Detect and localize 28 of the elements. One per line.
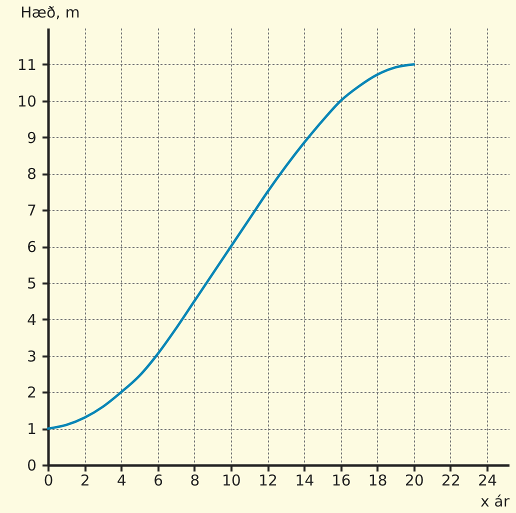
x-tick-label: 8 <box>190 472 200 490</box>
y-tick-label: 2 <box>26 384 36 402</box>
x-tick-label: 10 <box>222 472 241 490</box>
x-tick-label: 14 <box>295 472 314 490</box>
line-series <box>46 63 416 430</box>
x-tick-label: 12 <box>258 472 278 490</box>
y-tick-label: 3 <box>26 347 36 366</box>
y-tick-label: 10 <box>17 92 36 110</box>
x-axis-title: x ár <box>480 492 510 510</box>
x-tick-label: 0 <box>44 472 54 490</box>
x-tick-label: 18 <box>368 472 388 490</box>
x-tick-label: 22 <box>441 472 461 490</box>
y-tick-label: 7 <box>26 202 36 220</box>
y-tick-label: 1 <box>26 420 36 438</box>
y-tick-label: 5 <box>26 274 36 292</box>
y-tick-label: 8 <box>26 165 36 184</box>
y-tick-label: 6 <box>26 238 36 256</box>
y-tick-label: 0 <box>26 456 36 474</box>
y-tick-label: 9 <box>26 128 36 147</box>
x-tick-label: 6 <box>153 472 164 490</box>
x-tick-label: 16 <box>332 472 351 490</box>
y-tick-label: 4 <box>26 310 36 329</box>
x-tick-label: 24 <box>478 472 498 490</box>
x-tick-label: 2 <box>80 472 90 490</box>
x-tick-label: 4 <box>116 472 126 490</box>
y-tick-label: 11 <box>17 56 36 74</box>
x-tick-label: 20 <box>404 472 424 490</box>
y-axis-title: Hæð, m <box>20 4 80 22</box>
